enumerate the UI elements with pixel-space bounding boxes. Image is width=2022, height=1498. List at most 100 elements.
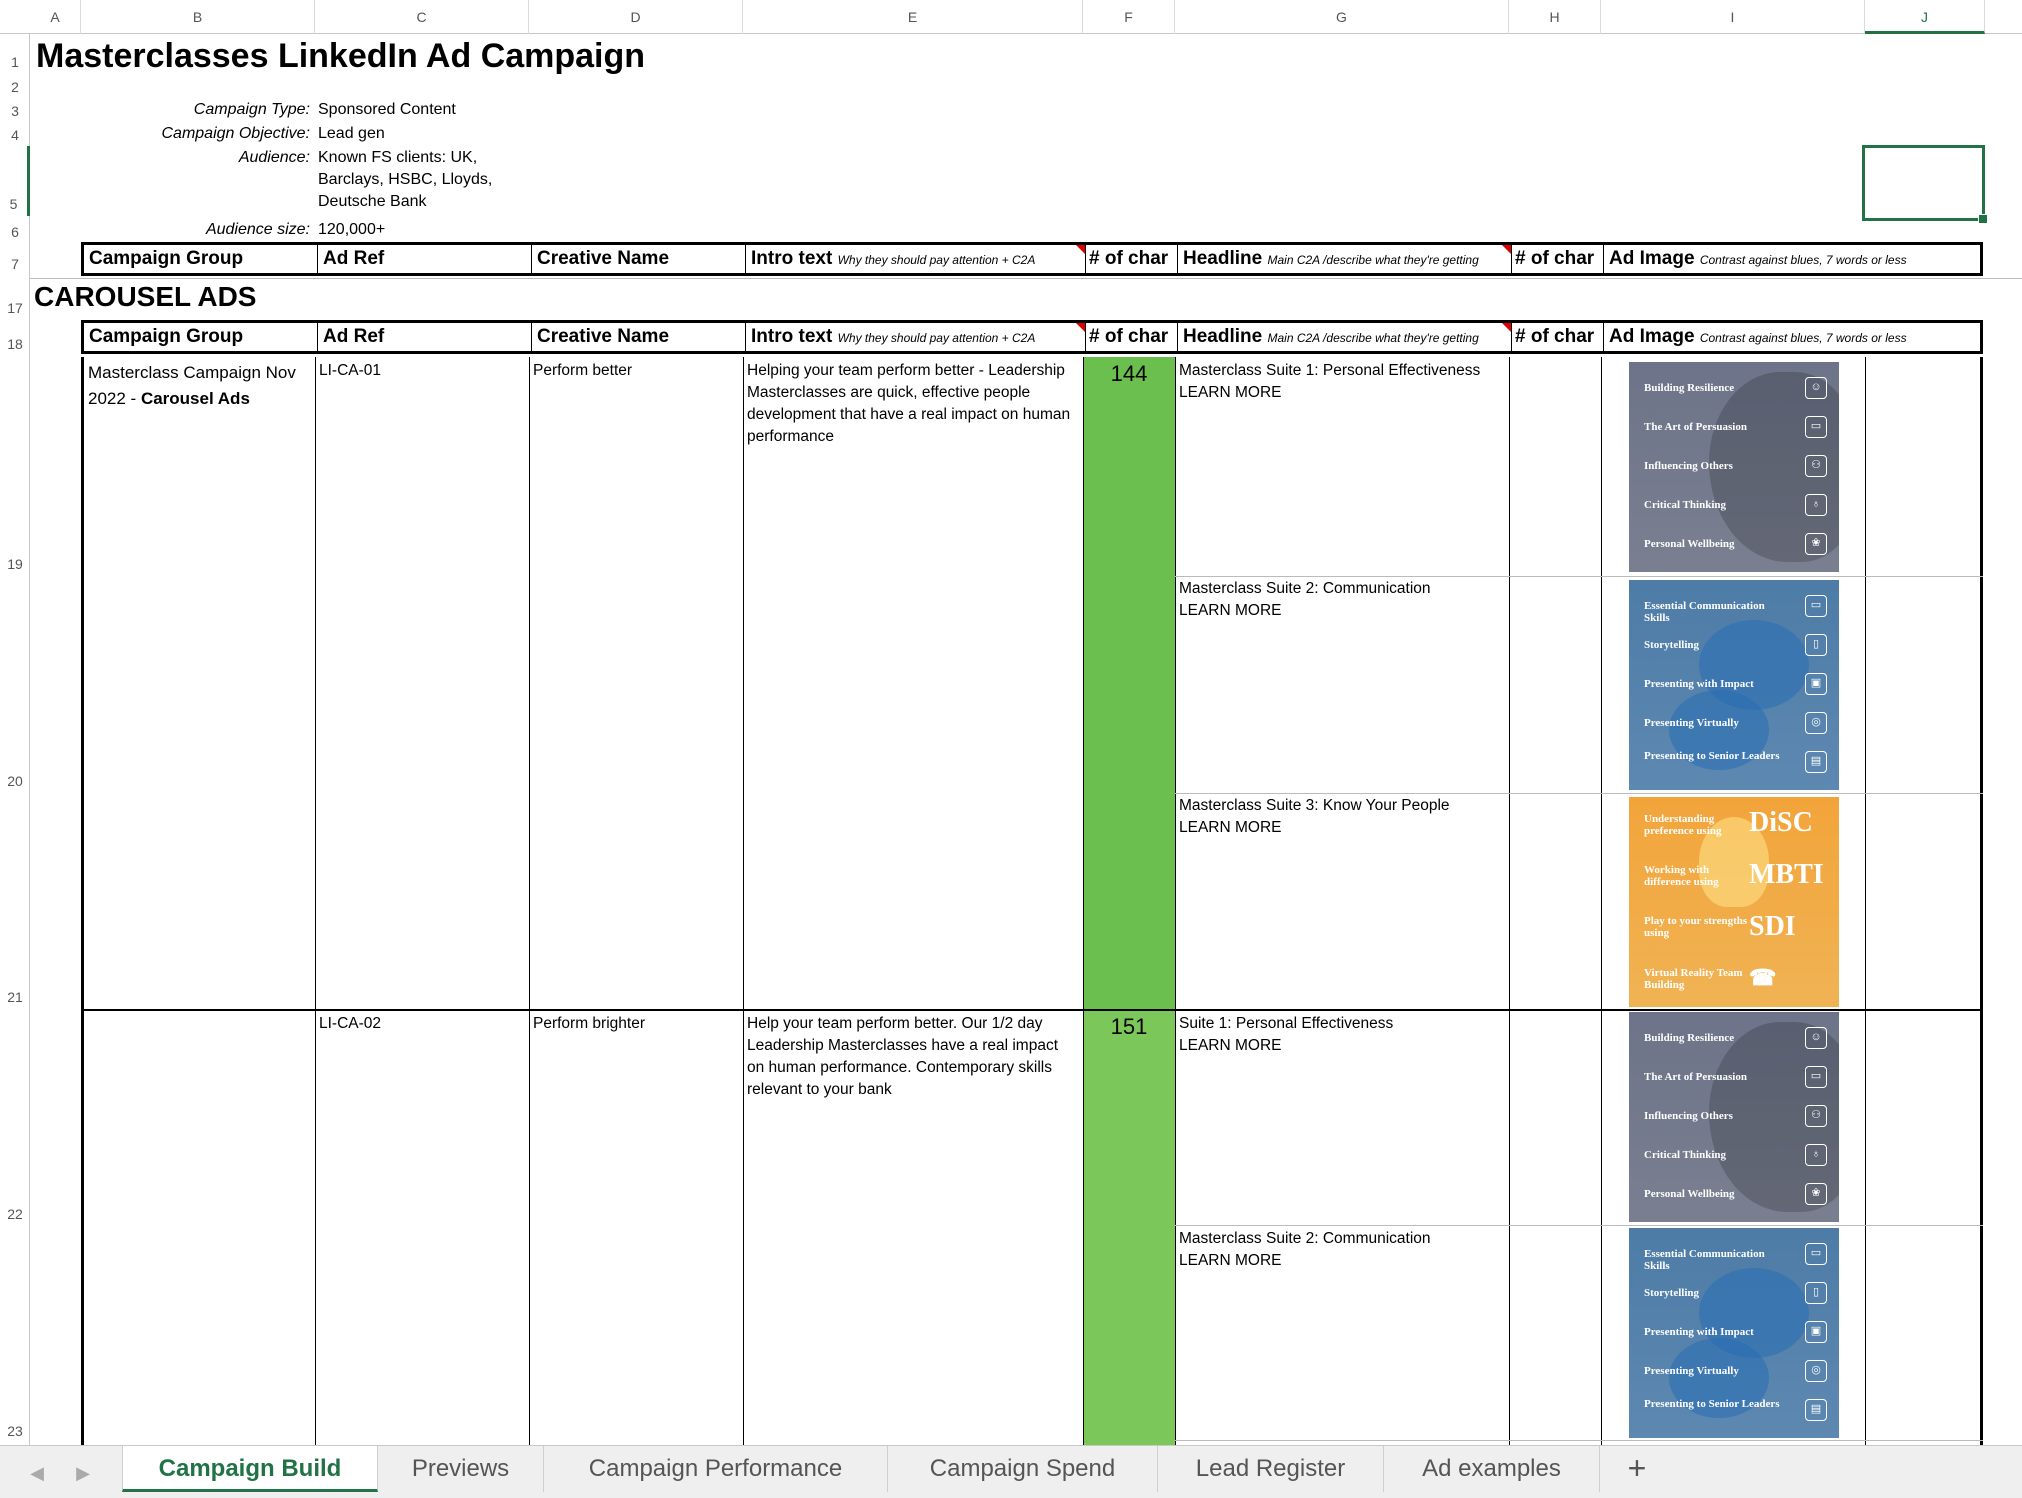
headline-cell-1a[interactable]: Masterclass Suite 1: Personal Effectiven… <box>1176 358 1508 406</box>
tab-ad-examples[interactable]: Ad examples <box>1384 1446 1600 1492</box>
ad-item: The Art of Persuasion <box>1644 1071 1747 1083</box>
info-label-type[interactable]: Campaign Type: <box>193 101 310 118</box>
ad-item: Influencing Others <box>1644 460 1733 472</box>
intro-text-cell-2[interactable]: Help your team perform better. Our 1/2 d… <box>747 1015 1059 1098</box>
row-header-6[interactable]: 6 <box>11 224 19 240</box>
header-ad-ref[interactable]: Ad Ref <box>318 323 532 351</box>
carousel-ads-title[interactable]: CAROUSEL ADS <box>34 281 257 312</box>
column-header-d[interactable]: D <box>529 0 743 34</box>
column-header-a[interactable]: A <box>30 0 81 34</box>
header-ad-image-label: Ad Image <box>1609 326 1695 347</box>
header-campaign-group[interactable]: Campaign Group <box>84 245 318 273</box>
ad-image-suite-1[interactable]: Building Resilience The Art of Persuasio… <box>1629 362 1839 572</box>
char-count-1[interactable]: 144 <box>1110 361 1148 386</box>
headline-cta: LEARN MORE <box>1179 384 1282 401</box>
ad-ref-cell-2[interactable]: LI-CA-02 <box>319 1015 382 1032</box>
column-header-f[interactable]: F <box>1083 0 1175 34</box>
row-header-1[interactable]: 1 <box>11 54 19 70</box>
row-header-23[interactable]: 23 <box>7 1423 23 1439</box>
info-value-objective[interactable]: Lead gen <box>318 125 385 142</box>
ad-big-text: DiSC <box>1749 807 1813 838</box>
ad-image-suite-3[interactable]: Understanding preference using DiSC Work… <box>1629 797 1839 1007</box>
headline-cell-2b[interactable]: Masterclass Suite 2: Communication LEARN… <box>1176 1226 1508 1274</box>
char-count-fill-2 <box>1083 1011 1175 1445</box>
row-header-19[interactable]: 19 <box>7 556 23 572</box>
header-creative-name[interactable]: Creative Name <box>532 323 746 351</box>
header-num-char-2[interactable]: # of char <box>1512 323 1604 351</box>
header-num-char-2[interactable]: # of char <box>1512 245 1604 273</box>
ad-item: Storytelling <box>1644 639 1699 651</box>
chat-icon: ▭ <box>1805 595 1827 617</box>
row-header-22[interactable]: 22 <box>7 1206 23 1222</box>
row-header-3[interactable]: 3 <box>11 103 19 119</box>
headline-cell-1c[interactable]: Masterclass Suite 3: Know Your People LE… <box>1176 793 1508 841</box>
char-count-2[interactable]: 151 <box>1110 1014 1148 1039</box>
column-header-g[interactable]: G <box>1175 0 1509 34</box>
header-campaign-group[interactable]: Campaign Group <box>84 323 318 351</box>
add-sheet-icon[interactable]: + <box>1627 1450 1647 1486</box>
selected-cell-j5[interactable] <box>1862 145 1988 224</box>
spreadsheet-grid[interactable]: A B C D E F G H I J 1 2 3 4 5 6 7 17 18 … <box>0 0 2022 1445</box>
header-ad-image-sub: Contrast against blues, 7 words or less <box>1699 253 1907 267</box>
ad-big-text: MBTI <box>1749 859 1824 890</box>
header-num-char[interactable]: # of char <box>1086 323 1178 351</box>
row-header-2[interactable]: 2 <box>11 79 19 95</box>
row-header-7[interactable]: 7 <box>11 256 19 272</box>
headline-text: Masterclass Suite 2: Communication <box>1179 580 1431 597</box>
row-header-5[interactable]: 5 <box>0 146 30 216</box>
scroll-right-icon[interactable]: ▶ <box>76 1463 90 1483</box>
tab-campaign-spend[interactable]: Campaign Spend <box>888 1446 1158 1492</box>
column-header-b[interactable]: B <box>81 0 315 34</box>
header-num-char[interactable]: # of char <box>1086 245 1178 273</box>
header-ad-image[interactable]: Ad Image Contrast against blues, 7 words… <box>1604 245 1980 273</box>
column-header-h[interactable]: H <box>1509 0 1601 34</box>
grid-line <box>743 357 744 1445</box>
header-headline[interactable]: Headline Main C2A /describe what they're… <box>1178 323 1512 351</box>
intro-text-cell-1[interactable]: Helping your team perform better - Leade… <box>747 362 1071 445</box>
tab-lead-register[interactable]: Lead Register <box>1158 1446 1384 1492</box>
column-header-i[interactable]: I <box>1601 0 1865 34</box>
grid-line <box>1175 793 1983 794</box>
header-intro-text[interactable]: Intro text Why they should pay attention… <box>746 245 1086 273</box>
header-creative-name[interactable]: Creative Name <box>532 245 746 273</box>
header-intro-text[interactable]: Intro text Why they should pay attention… <box>746 323 1086 351</box>
headline-cell-2a[interactable]: Suite 1: Personal Effectiveness LEARN MO… <box>1176 1011 1508 1059</box>
info-value-size[interactable]: 120,000+ <box>318 221 386 238</box>
column-header-c[interactable]: C <box>315 0 529 34</box>
tab-previews[interactable]: Previews <box>378 1446 544 1492</box>
tab-campaign-performance[interactable]: Campaign Performance <box>544 1446 888 1492</box>
row-header-20[interactable]: 20 <box>7 773 23 789</box>
ad-item: Personal Wellbeing <box>1644 1188 1735 1200</box>
header-headline-label: Headline <box>1183 326 1263 347</box>
row-header-17[interactable]: 17 <box>7 300 23 316</box>
creative-name-cell-2[interactable]: Perform brighter <box>533 1015 645 1032</box>
audience-line-2: Barclays, HSBC, Lloyds, <box>318 171 493 188</box>
ad-image-suite-2[interactable]: Essential Communication Skills Storytell… <box>1629 580 1839 790</box>
info-label-objective[interactable]: Campaign Objective: <box>161 125 310 142</box>
headline-cta: LEARN MORE <box>1179 1252 1282 1269</box>
row-header-4[interactable]: 4 <box>11 127 19 143</box>
column-header-e[interactable]: E <box>743 0 1083 34</box>
info-value-type[interactable]: Sponsored Content <box>318 101 456 118</box>
info-label-audience[interactable]: Audience: <box>238 149 310 166</box>
creative-name-cell-1[interactable]: Perform better <box>533 362 633 379</box>
header-headline[interactable]: Headline Main C2A /describe what they're… <box>1178 245 1512 273</box>
row-header-18[interactable]: 18 <box>7 336 23 352</box>
header-ad-ref[interactable]: Ad Ref <box>318 245 532 273</box>
row-header-21[interactable]: 21 <box>7 989 23 1005</box>
campaign-group-cell[interactable]: Masterclass Campaign Nov 2022 - Carousel… <box>85 358 313 414</box>
ad-ref-cell-1[interactable]: LI-CA-01 <box>319 362 382 379</box>
header-ad-image[interactable]: Ad Image Contrast against blues, 7 words… <box>1604 323 1980 351</box>
column-header-j[interactable]: J <box>1865 0 1985 34</box>
ad-image-suite-1[interactable]: Building Resilience The Art of Persuasio… <box>1629 1012 1839 1222</box>
campaign-title[interactable]: Masterclasses LinkedIn Ad Campaign <box>36 37 646 75</box>
headline-cell-1b[interactable]: Masterclass Suite 2: Communication LEARN… <box>1176 576 1508 624</box>
ad-image-suite-2[interactable]: Essential Communication Skills Storytell… <box>1629 1228 1839 1438</box>
info-value-audience[interactable]: Known FS clients: UK, Barclays, HSBC, Ll… <box>318 147 492 213</box>
tab-campaign-build[interactable]: Campaign Build <box>122 1446 378 1492</box>
info-label-size[interactable]: Audience size: <box>205 221 310 238</box>
scroll-left-icon[interactable]: ◀ <box>30 1463 44 1483</box>
audience-line-1: Known FS clients: UK, <box>318 149 478 166</box>
header-headline-label: Headline <box>1183 248 1263 269</box>
char-count-fill-1 <box>1083 357 1175 1009</box>
